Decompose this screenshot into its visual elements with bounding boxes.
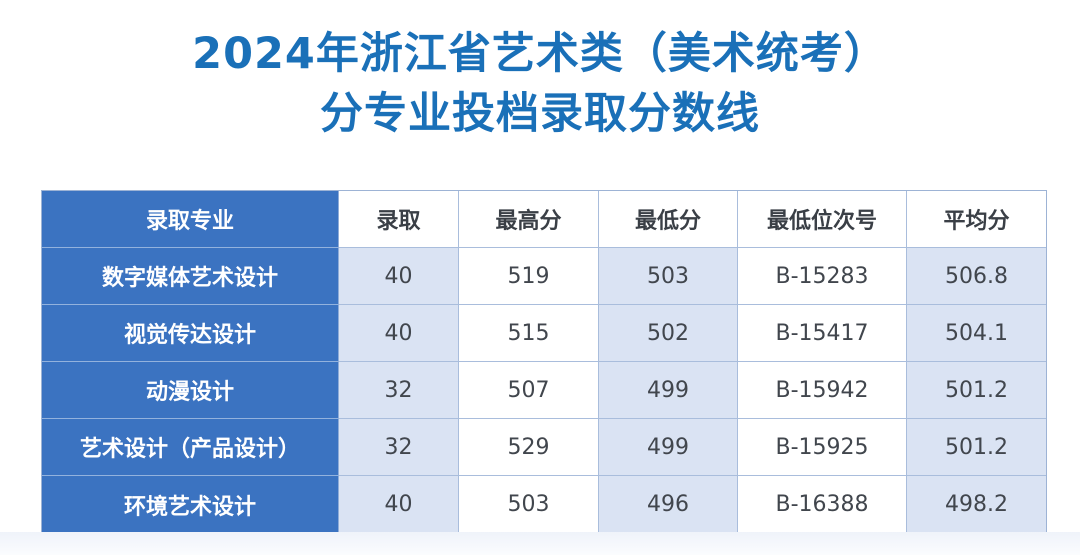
- bottom-strip: [0, 532, 1080, 555]
- cell-major: 视觉传达设计: [42, 305, 339, 362]
- cell-avg: 501.2: [907, 362, 1046, 419]
- cell-major: 环境艺术设计: [42, 476, 339, 533]
- cell-rank: B-15925: [738, 419, 907, 476]
- cell-min: 496: [599, 476, 738, 533]
- cell-rank: B-16388: [738, 476, 907, 533]
- cell-rank: B-15417: [738, 305, 907, 362]
- cell-avg: 506.8: [907, 248, 1046, 305]
- cell-min: 499: [599, 419, 738, 476]
- cell-max: 519: [459, 248, 599, 305]
- page-title-line1: 2024年浙江省艺术类（美术统考）: [192, 29, 888, 79]
- header-count: 录取: [339, 191, 459, 248]
- cell-major: 数字媒体艺术设计: [42, 248, 339, 305]
- header-min: 最低分: [599, 191, 738, 248]
- cell-max: 507: [459, 362, 599, 419]
- header-rank: 最低位次号: [738, 191, 907, 248]
- cell-avg: 498.2: [907, 476, 1046, 533]
- score-table: 录取专业 录取 最高分 最低分 最低位次号 平均分 数字媒体艺术设计 40 51…: [41, 190, 1047, 534]
- cell-max: 515: [459, 305, 599, 362]
- cell-max: 529: [459, 419, 599, 476]
- header-avg: 平均分: [907, 191, 1046, 248]
- page-title: 2024年浙江省艺术类（美术统考） 分专业投档录取分数线: [0, 24, 1080, 144]
- cell-avg: 501.2: [907, 419, 1046, 476]
- cell-rank: B-15942: [738, 362, 907, 419]
- cell-min: 503: [599, 248, 738, 305]
- cell-count: 40: [339, 476, 459, 533]
- header-max: 最高分: [459, 191, 599, 248]
- cell-count: 40: [339, 305, 459, 362]
- cell-count: 40: [339, 248, 459, 305]
- cell-rank: B-15283: [738, 248, 907, 305]
- page-title-line2: 分专业投档录取分数线: [320, 89, 760, 139]
- cell-major: 动漫设计: [42, 362, 339, 419]
- cell-count: 32: [339, 419, 459, 476]
- header-major: 录取专业: [42, 191, 339, 248]
- cell-min: 502: [599, 305, 738, 362]
- cell-max: 503: [459, 476, 599, 533]
- cell-major: 艺术设计（产品设计）: [42, 419, 339, 476]
- cell-min: 499: [599, 362, 738, 419]
- cell-avg: 504.1: [907, 305, 1046, 362]
- cell-count: 32: [339, 362, 459, 419]
